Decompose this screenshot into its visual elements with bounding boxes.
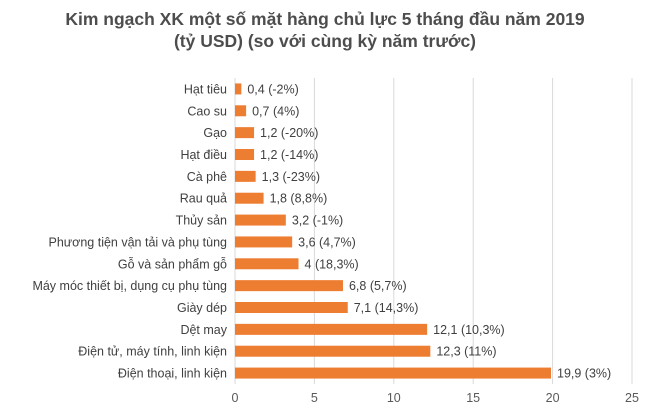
data-label: 19,9 (3%) (557, 367, 611, 381)
data-label: 12,1 (10,3%) (433, 323, 505, 337)
category-label: Hạt điều (180, 148, 227, 162)
bar (235, 192, 264, 204)
data-label: 4 (18,3%) (305, 257, 359, 271)
data-label: 3,6 (4,7%) (298, 235, 356, 249)
category-label: Hạt tiêu (184, 82, 227, 96)
x-tick-label: 25 (625, 391, 639, 405)
data-label: 1,3 (-23%) (262, 170, 320, 184)
bar (235, 236, 293, 248)
bar (235, 105, 247, 117)
bar (235, 323, 428, 335)
x-tick-label: 15 (466, 391, 480, 405)
x-axis-ticks: 0 5 10 15 20 25 (232, 391, 639, 405)
category-label: Gạo (203, 126, 227, 140)
bar (235, 83, 242, 95)
category-label: Giày dép (177, 301, 227, 315)
category-label: Rau quả (180, 192, 227, 206)
data-label: 0,7 (4%) (252, 104, 299, 118)
category-label: Gỗ và sản phẩm gỗ (118, 256, 227, 271)
bar (235, 258, 299, 270)
category-label: Điện tử, máy tính, linh kiện (78, 345, 227, 359)
category-label: Điện thoại, linh kiện (118, 367, 227, 381)
data-label: 6,8 (5,7%) (349, 279, 407, 293)
category-labels: Hạt tiêu Cao su Gạo Hạt điều Cà phê Rau quả Th… (32, 82, 227, 380)
data-label: 12,3 (11%) (436, 345, 496, 359)
bar (235, 214, 286, 226)
data-label: 1,2 (-20%) (260, 126, 318, 140)
category-label: Cao su (187, 104, 227, 118)
chart-title-line1: Kim ngạch XK một số mặt hàng chủ lực 5 t… (65, 9, 585, 29)
data-labels: 0,4 (-2%) 0,7 (4%) 1,2 (-20%) 1,2 (-14%) 1,3… (247, 82, 611, 380)
category-label: Phương tiện vận tải và phụ tùng (49, 235, 228, 249)
bar (235, 345, 431, 357)
category-label: Thủy sản (176, 214, 227, 228)
bar (235, 367, 552, 379)
x-tick-label: 20 (546, 391, 560, 405)
data-label: 7,1 (14,3%) (354, 301, 419, 315)
bar (235, 302, 348, 313)
gridlines (234, 78, 633, 384)
x-tick-label: 0 (232, 391, 239, 405)
bar (235, 170, 256, 182)
bar (235, 280, 343, 292)
data-label: 1,2 (-14%) (260, 148, 318, 162)
category-label: Dệt may (180, 323, 227, 337)
x-tick-label: 10 (387, 391, 401, 405)
chart-title-line2: (tỷ USD) (so với cùng kỳ năm trước) (173, 31, 477, 51)
data-label: 3,2 (-1%) (292, 214, 343, 228)
chart-title: Kim ngạch XK một số mặt hàng chủ lực 5 t… (0, 8, 650, 52)
bar (235, 149, 255, 160)
data-label: 1,8 (8,8%) (270, 192, 328, 206)
bar (235, 127, 255, 139)
category-label: Cà phê (187, 170, 227, 184)
x-tick-label: 5 (311, 391, 318, 405)
bars-group (235, 83, 552, 379)
category-label: Máy móc thiết bị, dụng cụ phụ tùng (32, 279, 227, 293)
data-label: 0,4 (-2%) (247, 82, 298, 96)
